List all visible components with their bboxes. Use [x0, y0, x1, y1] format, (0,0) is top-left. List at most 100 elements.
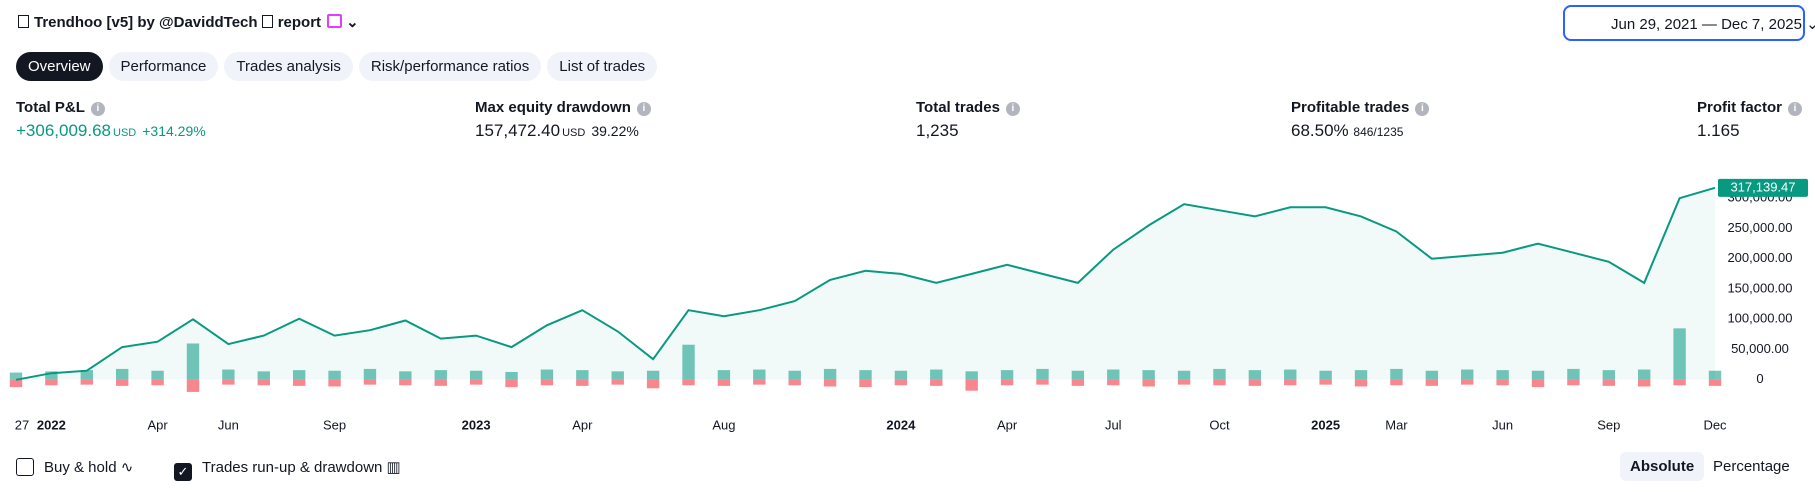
metric-value: 1,235: [916, 121, 959, 141]
runup-bar: [1071, 370, 1085, 380]
drawdown-bar: [1390, 379, 1403, 386]
runup-bar: [717, 370, 731, 380]
x-tick-label: Apr: [147, 417, 168, 432]
runup-bar: [1284, 369, 1297, 380]
label: Max equity drawdown: [475, 99, 631, 116]
metric-label: Total trades i: [916, 99, 1020, 116]
x-tick-label: 2023: [462, 417, 491, 432]
runup-bar: [576, 370, 589, 380]
drawdown-bar: [1673, 379, 1686, 386]
runup-bar: [469, 370, 483, 380]
runup-bar: [1354, 370, 1368, 380]
drawdown-bar: [1708, 379, 1722, 386]
metric-value: 157,472.40 USD 39.22%: [475, 121, 639, 141]
tab[interactable]: Overview: [16, 52, 103, 81]
label: Total trades: [916, 99, 1000, 116]
metric-value: +306,009.68 USD +314.29%: [16, 121, 206, 141]
metric-label: Max equity drawdown i: [475, 99, 651, 116]
x-tick-label: Oct: [1209, 417, 1230, 432]
runup-bar: [540, 369, 554, 380]
runup-bar: [1496, 370, 1509, 380]
label: Profit factor: [1697, 99, 1783, 116]
value: 1,235: [916, 121, 959, 140]
runup-bar: [328, 370, 341, 380]
y-tick-label: 0: [1756, 371, 1763, 386]
drawdown-bar: [1213, 379, 1226, 386]
tab[interactable]: Trades analysis: [224, 52, 353, 81]
label: Profitable trades: [1291, 99, 1410, 116]
drawdown-bar: [576, 379, 589, 386]
runup-bar: [151, 370, 164, 380]
runup-bar: [894, 370, 908, 380]
header-title-row: Trendhoo [v5] by @DaviddTech report ⌄: [18, 13, 359, 31]
drawdown-bar: [1036, 379, 1049, 385]
runup-bar: [1602, 370, 1616, 380]
x-tick-label: Apr: [572, 417, 593, 432]
runup-bar: [434, 370, 447, 380]
metric-label: Profit factor i: [1697, 99, 1803, 116]
y-tick-label: 150,000.00: [1727, 280, 1792, 295]
date-range-button[interactable]: Jun 29, 2021 — Dec 7, 2025 ⌄: [1563, 5, 1815, 41]
value: 68.50%: [1291, 121, 1349, 140]
runup-bar: [1673, 328, 1686, 380]
extra: 846/1235: [1353, 125, 1404, 139]
runup-bar: [1461, 369, 1474, 380]
equity-area: [16, 187, 1715, 380]
x-tick-label: 27: [15, 417, 29, 432]
drawdown-bar: [682, 379, 695, 386]
drawdown-bar: [1638, 379, 1651, 387]
drawdown-bar: [222, 379, 235, 385]
runup-bar: [222, 369, 235, 380]
drawdown-bar: [1284, 379, 1297, 386]
drawdown-bar: [1461, 379, 1474, 385]
buy-hold-toggle[interactable]: Buy & hold ∿: [16, 458, 133, 476]
absolute-button[interactable]: Absolute: [1620, 452, 1705, 481]
tab[interactable]: List of trades: [547, 52, 658, 81]
runup-bar: [257, 371, 270, 380]
label: Total P&L: [16, 99, 85, 116]
metric-label: Total P&L i: [16, 99, 105, 116]
y-tick-label: 250,000.00: [1727, 220, 1792, 235]
drawdown-bar: [646, 379, 660, 389]
tab[interactable]: Risk/performance ratios: [358, 52, 542, 81]
x-tick-label: Aug: [712, 417, 735, 432]
drawdown-bar: [717, 379, 731, 386]
tab[interactable]: Performance: [108, 52, 219, 81]
runup-bar: [363, 368, 377, 380]
drawdown-bar: [257, 379, 270, 386]
x-tick-label: Sep: [323, 417, 346, 432]
tabs: Overview Performance Trades analysis Ris…: [16, 52, 658, 81]
drawdown-bar: [1142, 379, 1155, 387]
runup-bar: [788, 370, 801, 380]
metric-value: 1.165: [1697, 121, 1740, 141]
checkbox[interactable]: ✓: [174, 463, 192, 481]
drawdown-bar: [1496, 379, 1509, 386]
runup-bar: [1319, 370, 1332, 380]
last-value-badge: [1718, 178, 1808, 197]
drawdown-bar: [1107, 379, 1120, 386]
x-tick-label: Mar: [1385, 417, 1408, 432]
runup-bar: [292, 370, 306, 380]
label: Trades run-up & drawdown: [202, 459, 383, 476]
drawdown-bar: [399, 379, 412, 386]
runup-bar: [823, 368, 837, 380]
runup-bar: [186, 343, 200, 380]
drawdown-bar: [9, 379, 23, 388]
runup-toggle[interactable]: ✓ Trades run-up & drawdown ▥: [174, 458, 401, 481]
drawdown-bar: [292, 379, 306, 386]
date-range: Jun 29, 2021 — Dec 7, 2025: [1611, 16, 1802, 33]
drawdown-bar: [115, 379, 129, 386]
x-tick-label: Dec: [1703, 417, 1727, 432]
runup-bar: [930, 369, 943, 380]
drawdown-bar: [894, 379, 908, 386]
runup-bar: [1177, 370, 1191, 380]
strategy-title: Trendhoo [v5] by @DaviddTech: [34, 14, 258, 31]
runup-bar: [682, 344, 695, 380]
checkbox[interactable]: [16, 458, 34, 476]
unit: USD: [113, 127, 137, 139]
y-tick-label: 50,000.00: [1731, 341, 1789, 356]
runup-bar: [753, 369, 766, 380]
drawdown-bar: [505, 379, 518, 388]
percentage-button[interactable]: Percentage: [1713, 458, 1790, 475]
drawdown-bar: [930, 379, 943, 386]
